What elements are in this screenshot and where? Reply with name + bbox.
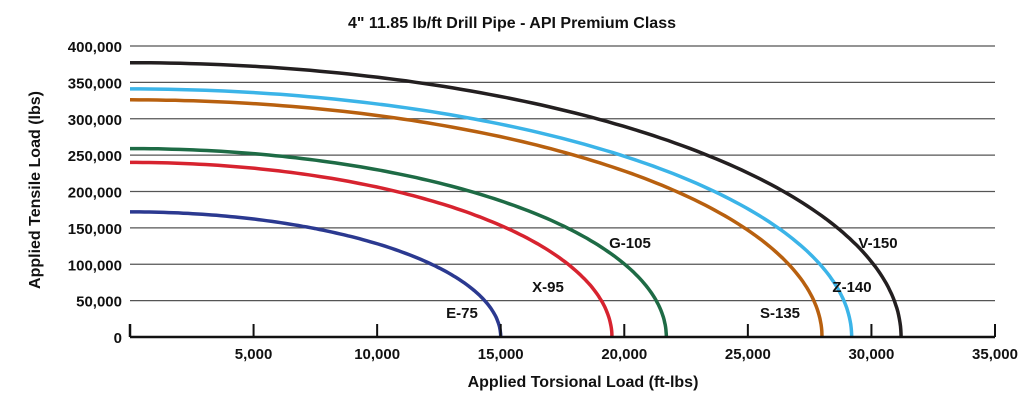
series-label-z-140: Z-140	[832, 279, 871, 296]
series-x-95-curve	[130, 160, 614, 337]
series-label-v-150: V-150	[858, 235, 897, 252]
x-tick-label: 5,000	[235, 346, 273, 363]
y-tick-label: 0	[114, 330, 122, 347]
x-axis-label: Applied Torsional Load (ft-lbs)	[468, 374, 699, 391]
x-tick-label: 25,000	[725, 346, 771, 363]
series-label-x-95: X-95	[532, 279, 564, 296]
y-tick-label: 250,000	[68, 148, 122, 165]
y-tick-label: 150,000	[68, 221, 122, 238]
x-tick-label: 30,000	[848, 346, 894, 363]
y-tick-label: 200,000	[68, 185, 122, 202]
x-tick-label: 10,000	[354, 346, 400, 363]
series-v-150-curve	[129, 60, 903, 338]
x-tick-label: 20,000	[601, 346, 647, 363]
series-g-105-curve	[130, 146, 669, 337]
x-tick-label: 35,000	[972, 346, 1018, 363]
y-axis-label: Applied Tensile Load (lbs)	[27, 91, 44, 289]
y-tick-label: 400,000	[68, 39, 122, 56]
series-s-135-curve	[129, 98, 824, 338]
y-tick-label: 300,000	[68, 112, 122, 129]
series-e-75-curve	[130, 210, 503, 337]
x-tick-label: 15,000	[478, 346, 524, 363]
y-tick-label: 100,000	[68, 257, 122, 274]
y-tick-label: 350,000	[68, 75, 122, 92]
series-label-s-135: S-135	[760, 305, 800, 322]
series-label-g-105: G-105	[609, 235, 651, 252]
series-label-e-75: E-75	[446, 305, 478, 322]
series-z-140-curve	[130, 87, 854, 338]
chart-title: 4" 11.85 lb/ft Drill Pipe - API Premium …	[348, 15, 676, 32]
y-tick-label: 50,000	[76, 294, 122, 311]
